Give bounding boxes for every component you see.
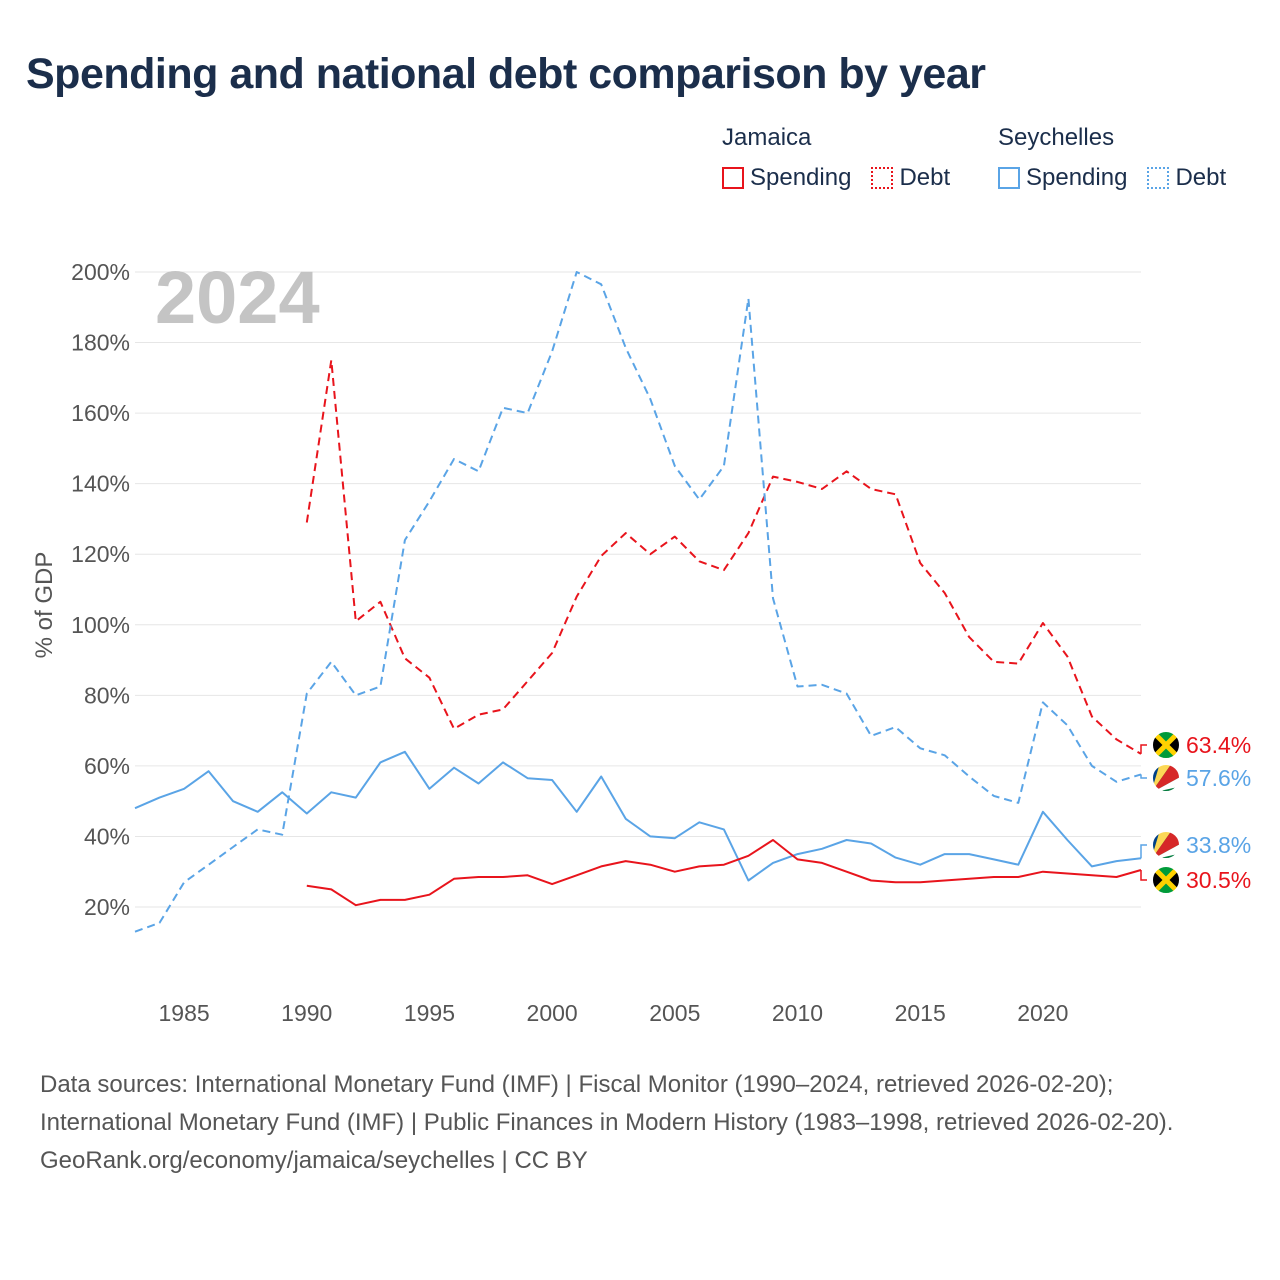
- y-tick-label: 140%: [71, 471, 130, 497]
- legend-item-seychelles-debt[interactable]: Debt: [1147, 164, 1226, 192]
- flag-icon-jamaica: [1151, 730, 1181, 760]
- end-label-seychelles-debt: 57.6%: [1186, 765, 1251, 791]
- end-label-connector: [1140, 744, 1147, 754]
- y-tick-label: 60%: [84, 753, 130, 779]
- flag-icon-seychelles: [1151, 763, 1181, 793]
- series-line-jamaica-debt[interactable]: [305, 359, 1142, 755]
- legend-label: Debt: [1175, 164, 1227, 191]
- data-sources: Data sources: International Monetary Fun…: [40, 1066, 1240, 1180]
- x-axis-ticks: 1985 1990 1995 2000 2005 2010 2015 2020: [158, 1000, 1068, 1026]
- x-tick-label: 2010: [772, 1000, 823, 1026]
- y-axis-label: % of GDP: [31, 552, 58, 659]
- end-label-seychelles-spending: 33.8%: [1186, 832, 1251, 858]
- y-tick-label: 20%: [84, 894, 130, 920]
- gridlines: [135, 271, 1141, 908]
- flag-icon-seychelles: [1151, 830, 1181, 860]
- x-tick-label: 1995: [404, 1000, 455, 1026]
- end-label-connector: [1140, 869, 1147, 881]
- chart-title: Spending and national debt comparison by…: [26, 50, 986, 98]
- x-tick-label: 1990: [281, 1000, 332, 1026]
- legend-label: Spending: [750, 164, 852, 191]
- legend-group-name: Seychelles: [998, 124, 1115, 151]
- y-axis-ticks: 20% 40% 60% 80% 100% 120% 140% 160% 180% 200%: [71, 259, 130, 920]
- legend-label: Spending: [1026, 164, 1128, 191]
- x-tick-label: 1985: [158, 1000, 209, 1026]
- legend-swatch-solid: [722, 167, 744, 189]
- legend-item-jamaica-debt[interactable]: Debt: [871, 164, 950, 192]
- flag-icon-jamaica: [1151, 865, 1181, 895]
- y-tick-label: 40%: [84, 823, 130, 849]
- legend-item-jamaica-spending[interactable]: Spending: [722, 164, 851, 192]
- x-tick-label: 2020: [1017, 1000, 1068, 1026]
- end-label-jamaica-spending: 30.5%: [1186, 867, 1251, 893]
- end-label-jamaica-debt: 63.4%: [1186, 732, 1251, 758]
- x-tick-label: 2005: [649, 1000, 700, 1026]
- x-tick-label: 2015: [895, 1000, 946, 1026]
- legend-group-jamaica: Jamaica Spending Debt: [722, 124, 970, 192]
- sources-text: Data sources: International Monetary Fun…: [40, 1071, 1174, 1136]
- source-link[interactable]: GeoRank.org/economy/jamaica/seychelles |…: [40, 1147, 588, 1174]
- y-tick-label: 120%: [71, 541, 130, 567]
- y-tick-label: 160%: [71, 400, 130, 426]
- legend-label: Debt: [899, 164, 951, 191]
- end-label-connector: [1140, 844, 1147, 859]
- legend-group-name: Jamaica: [722, 124, 812, 151]
- series-lines: [134, 271, 1142, 933]
- x-tick-label: 2000: [527, 1000, 578, 1026]
- legend-item-seychelles-spending[interactable]: Spending: [998, 164, 1127, 192]
- series-line-seychelles-spending[interactable]: [134, 750, 1142, 882]
- y-tick-label: 180%: [71, 330, 130, 356]
- line-chart: 2024 20% 40% 60% 80% 100% 120% 140% 160% 180% 200…: [31, 256, 1251, 1026]
- end-label-connectors: [1140, 744, 1147, 881]
- series-line-seychelles-debt[interactable]: [134, 271, 1142, 933]
- legend-swatch-dotted: [1147, 167, 1170, 189]
- legend-swatch-solid: [998, 167, 1020, 189]
- legend-group-seychelles: Seychelles Spending Debt: [998, 124, 1246, 192]
- y-tick-label: 100%: [71, 612, 130, 638]
- legend-swatch-dotted: [871, 167, 894, 189]
- y-tick-label: 80%: [84, 682, 130, 708]
- end-label-connector: [1140, 774, 1147, 779]
- year-watermark: 2024: [155, 256, 320, 339]
- series-line-jamaica-spending[interactable]: [306, 839, 1142, 907]
- y-tick-label: 200%: [71, 259, 130, 285]
